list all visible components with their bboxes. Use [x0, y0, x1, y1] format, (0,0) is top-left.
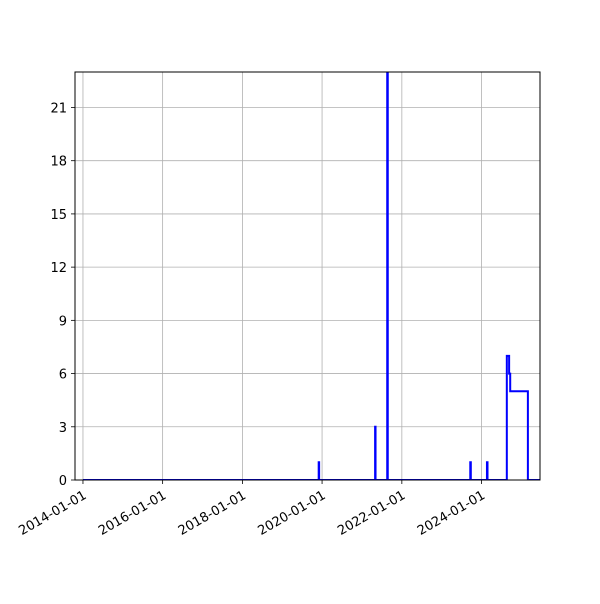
- y-tick-label: 18: [50, 155, 67, 170]
- series-line: [82, 72, 540, 480]
- y-tick-label: 6: [59, 368, 67, 383]
- y-tick-label: 0: [59, 474, 67, 489]
- y-tick-label: 15: [50, 208, 67, 223]
- y-tick-label: 12: [50, 261, 67, 276]
- y-tick-label: 9: [59, 314, 67, 329]
- grid-lines: [75, 72, 540, 481]
- y-tick-label: 3: [59, 421, 67, 436]
- plot-area-frame: [74, 71, 541, 481]
- y-tick-label: 21: [50, 101, 67, 116]
- series-layer: [82, 72, 540, 480]
